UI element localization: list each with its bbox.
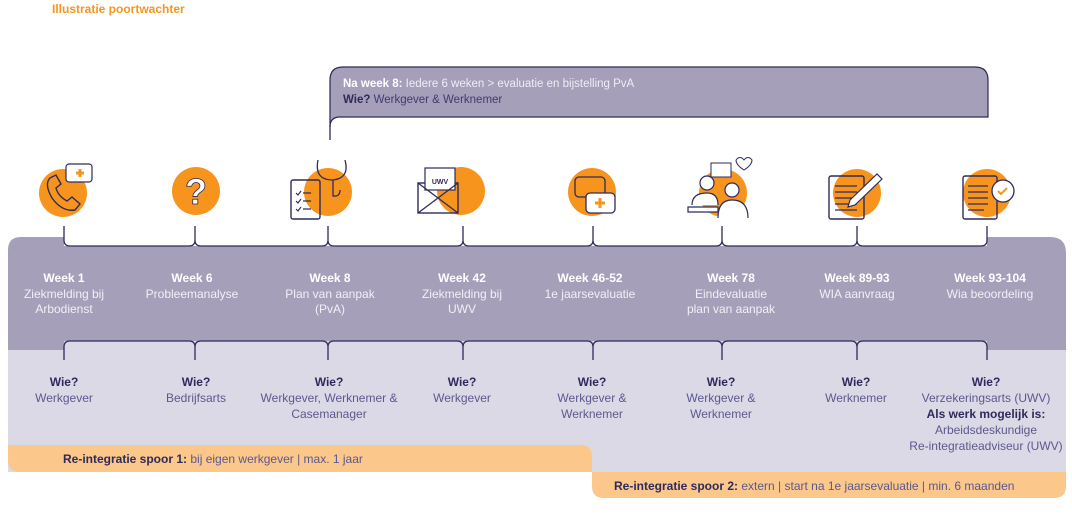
who-value: Werknemer <box>561 407 623 421</box>
who-3: Wie? Werkgever, Werknemer & Casemanager <box>249 374 409 422</box>
spoor-2-text: extern | start na 1e jaarsevaluatie | mi… <box>741 479 1015 493</box>
who-value: Bedrijfsarts <box>165 391 227 405</box>
step-desc: Plan van aanpak <box>285 286 375 301</box>
step-week-42: Week 42 Ziekmelding bij UWV <box>397 271 527 318</box>
who-label: Wie? <box>49 375 79 389</box>
who-label: Wie? <box>314 375 344 389</box>
step-week: Week 8 <box>309 271 351 285</box>
step-desc: Ziekmelding bij <box>23 286 105 301</box>
who-label: Wie? <box>971 375 1001 389</box>
who-7: Wie? Werknemer <box>776 374 936 406</box>
who-label: Wie? <box>447 375 477 389</box>
step-desc: 1e jaarsevaluatie <box>544 286 636 301</box>
who-value: Werknemer <box>825 391 887 405</box>
people-chat-icon <box>687 157 753 219</box>
callout-who: Werkgever & Werknemer <box>373 94 503 106</box>
spoor-1-lead: Re-integratie spoor 1: <box>63 452 188 466</box>
document-pen-icon <box>828 169 883 220</box>
step-desc: Arbodienst <box>35 302 93 316</box>
step-week: Week 42 <box>438 271 486 285</box>
who-value: Verzekeringsarts (UWV) <box>921 391 1051 405</box>
envelope-uwv-icon: UWV <box>417 167 485 215</box>
step-week: Week 1 <box>43 271 85 285</box>
step-week-1: Week 1 Ziekmelding bij Arbodienst <box>0 271 129 318</box>
callout-who-label: Wie? <box>343 94 371 106</box>
question-icon: ? <box>172 167 220 215</box>
step-desc: plan van aanpak <box>686 302 776 316</box>
step-desc: Wia beoordeling <box>946 286 1034 301</box>
step-week-46-52: Week 46-52 1e jaarsevaluatie <box>525 271 655 302</box>
spoor-1-text: bij eigen werkgever | max. 1 jaar <box>190 452 363 466</box>
step-week: Week 78 <box>707 271 755 285</box>
who-label: Wie? <box>577 375 607 389</box>
callout-body: Iedere 6 weken > evaluatie en bijstellin… <box>405 78 635 90</box>
step-week-93-104: Week 93-104 Wia beoordeling <box>925 271 1055 302</box>
who-value: Arbeidsdeskundige <box>934 423 1038 437</box>
who-value: Re-integratieadviseur (UWV) <box>909 439 1063 453</box>
step-week-8: Week 8 Plan van aanpak (PvA) <box>265 271 395 318</box>
step-desc: Eindevaluatie <box>694 286 768 301</box>
who-6: Wie? Werkgever & Werknemer <box>641 374 801 422</box>
who-value: Werkgever & <box>686 391 756 405</box>
who-extra-label: Als werk mogelijk is: <box>926 407 1046 421</box>
step-week-6: Week 6 Probleemanalyse <box>127 271 257 302</box>
step-desc: UWV <box>448 302 476 316</box>
page-title: Illustratie poortwachter <box>52 2 185 16</box>
step-week-89-93: Week 89-93 WIA aanvraag <box>792 271 922 302</box>
week-band <box>8 237 1066 350</box>
step-week: Week 46-52 <box>557 271 623 285</box>
who-value: Casemanager <box>291 407 367 421</box>
who-value: Werkgever <box>433 391 491 405</box>
who-5: Wie? Werkgever & Werknemer <box>512 374 672 422</box>
who-label: Wie? <box>181 375 211 389</box>
document-check-icon <box>962 169 1015 220</box>
who-8: Wie? Verzekeringsarts (UWV) Als werk mogel… <box>906 374 1066 454</box>
step-week: Week 89-93 <box>824 271 890 285</box>
who-value: Werkgever <box>35 391 93 405</box>
chat-plus-icon <box>568 168 616 216</box>
callout-text: Na week 8: Iedere 6 weken > evaluatie en… <box>343 76 634 108</box>
step-desc: WIA aanvraag <box>819 286 895 301</box>
step-desc: Ziekmelding bij <box>421 286 503 301</box>
spoor-bars <box>8 445 1066 498</box>
who-value: Werkgever & <box>557 391 627 405</box>
svg-text:?: ? <box>185 171 207 212</box>
step-week: Week 6 <box>171 271 213 285</box>
step-week-78: Week 78 Eindevaluatie plan van aanpak <box>666 271 796 318</box>
spoor-2-label: Re-integratie spoor 2: extern | start na… <box>614 479 1014 493</box>
step-desc: Probleemanalyse <box>145 286 239 301</box>
who-value: Werknemer <box>690 407 752 421</box>
callout-lead: Na week 8: <box>343 78 403 90</box>
step-week: Week 93-104 <box>954 271 1026 285</box>
svg-text:UWV: UWV <box>432 179 449 186</box>
top-connector-line <box>63 226 988 360</box>
who-value: Werkgever, Werknemer & <box>260 391 398 405</box>
callout-box <box>329 66 989 128</box>
who-1: Wie? Werkgever <box>0 374 144 406</box>
who-label: Wie? <box>706 375 736 389</box>
spoor-2-lead: Re-integratie spoor 2: <box>614 479 739 493</box>
step-desc: (PvA) <box>315 302 345 316</box>
clipboard-stethoscope-icon <box>290 159 352 220</box>
phone-icon <box>39 163 93 217</box>
who-4: Wie? Werkgever <box>382 374 542 406</box>
who-label: Wie? <box>841 375 871 389</box>
spoor-1-label: Re-integratie spoor 1: bij eigen werkgev… <box>63 452 363 466</box>
who-2: Wie? Bedrijfsarts <box>116 374 276 406</box>
